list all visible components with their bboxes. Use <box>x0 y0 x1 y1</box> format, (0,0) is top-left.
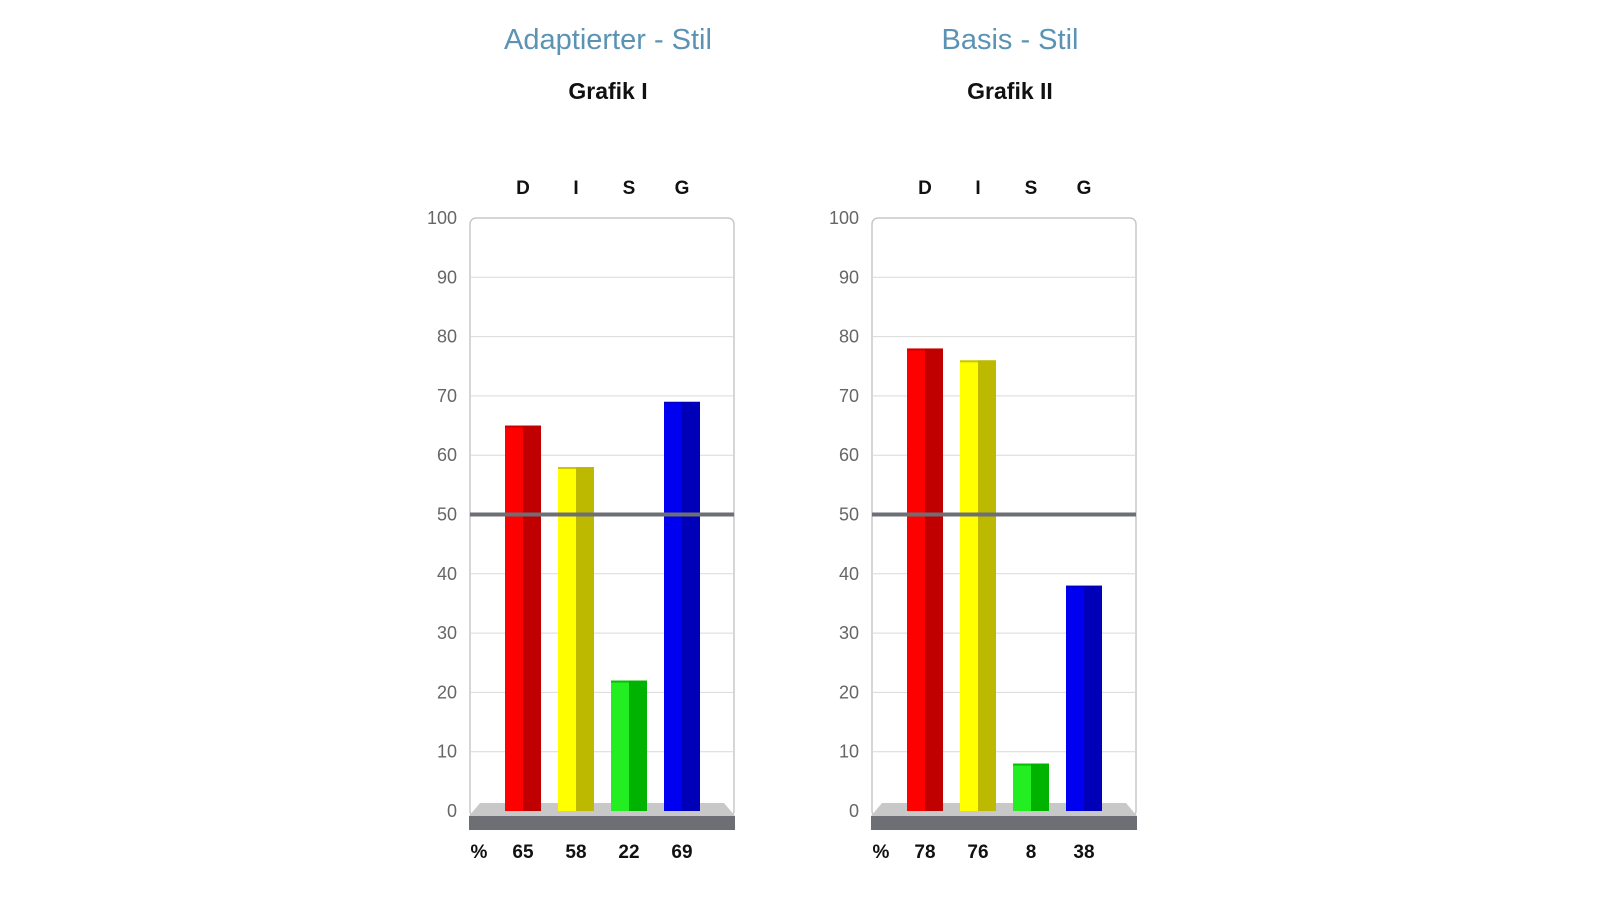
category-label: D <box>516 178 530 199</box>
y-tick-label: 60 <box>839 445 859 465</box>
bar-cap <box>558 467 594 470</box>
category-label: G <box>1077 178 1092 199</box>
bar-front <box>907 348 925 811</box>
chart-heading: Adaptierter - Stil <box>504 24 712 56</box>
y-tick-label: 40 <box>437 564 457 584</box>
category-label: S <box>623 178 636 199</box>
bar-front <box>1013 763 1031 811</box>
y-tick-label: 10 <box>839 742 859 762</box>
y-tick-label: 100 <box>829 208 859 228</box>
bar-front <box>611 680 629 811</box>
y-tick-label: 50 <box>437 505 457 525</box>
bar-side <box>978 360 996 811</box>
category-label: I <box>573 178 578 199</box>
y-tick-label: 10 <box>437 742 457 762</box>
bar-front <box>664 401 682 811</box>
y-tick-label: 0 <box>849 801 859 821</box>
bar-front <box>1066 585 1084 811</box>
bar-side <box>523 425 541 811</box>
value-label: 76 <box>967 842 988 863</box>
bar-side <box>629 680 647 811</box>
chart-heading: Basis - Stil <box>941 24 1079 56</box>
chart-panel-basis: Basis - Stil Grafik II 100 90 80 70 60 50 40 30… <box>800 0 1220 900</box>
bar-cap <box>1066 585 1102 588</box>
bar-D <box>907 348 943 811</box>
value-label: 22 <box>618 842 639 863</box>
bar-I <box>960 360 996 811</box>
bar-side <box>925 348 943 811</box>
bar-front <box>558 467 576 811</box>
chart-title: Grafik I <box>568 78 648 104</box>
bar-I <box>558 467 594 811</box>
bar-G <box>664 401 700 811</box>
category-label: S <box>1025 178 1038 199</box>
bar-G <box>1066 585 1102 811</box>
bar-side <box>1084 585 1102 811</box>
bar-S <box>1013 763 1049 811</box>
value-label: 69 <box>671 842 692 863</box>
y-tick-label: 70 <box>437 386 457 406</box>
bar-side <box>1031 763 1049 811</box>
bar-front <box>960 360 978 811</box>
value-label: 38 <box>1073 842 1094 863</box>
bar-side <box>682 401 700 811</box>
bar-side <box>576 467 594 811</box>
y-tick-label: 30 <box>437 623 457 643</box>
bar-cap <box>907 348 943 351</box>
y-tick-label: 80 <box>437 327 457 347</box>
category-label: G <box>675 178 690 199</box>
y-tick-label: 40 <box>839 564 859 584</box>
percent-unit-label: % <box>471 842 488 863</box>
bar-D <box>505 425 541 811</box>
y-tick-label: 20 <box>437 682 457 702</box>
y-tick-label: 90 <box>839 267 859 287</box>
category-label: I <box>975 178 980 199</box>
bar-cap <box>1013 763 1049 766</box>
y-tick-label: 0 <box>447 801 457 821</box>
base-platform <box>871 816 1137 830</box>
bar-S <box>611 680 647 811</box>
chart-panel-adaptiert: Adaptierter - Stil Grafik I 100 90 80 70 60 5… <box>398 0 818 900</box>
value-label: 8 <box>1026 842 1037 863</box>
category-label: D <box>918 178 932 199</box>
y-tick-label: 70 <box>839 386 859 406</box>
value-label: 78 <box>914 842 935 863</box>
value-label: 58 <box>565 842 586 863</box>
base-platform <box>469 816 735 830</box>
bar-cap <box>611 680 647 683</box>
chart-title: Grafik II <box>967 78 1053 104</box>
y-tick-label: 100 <box>427 208 457 228</box>
value-label: 65 <box>512 842 534 863</box>
y-tick-label: 30 <box>839 623 859 643</box>
bar-front <box>505 425 523 811</box>
percent-unit-label: % <box>873 842 890 863</box>
y-tick-label: 50 <box>839 505 859 525</box>
bar-cap <box>960 360 996 363</box>
y-tick-label: 90 <box>437 267 457 287</box>
y-tick-label: 20 <box>839 682 859 702</box>
y-tick-label: 60 <box>437 445 457 465</box>
bar-cap <box>505 425 541 428</box>
bar-cap <box>664 401 700 404</box>
y-tick-label: 80 <box>839 327 859 347</box>
